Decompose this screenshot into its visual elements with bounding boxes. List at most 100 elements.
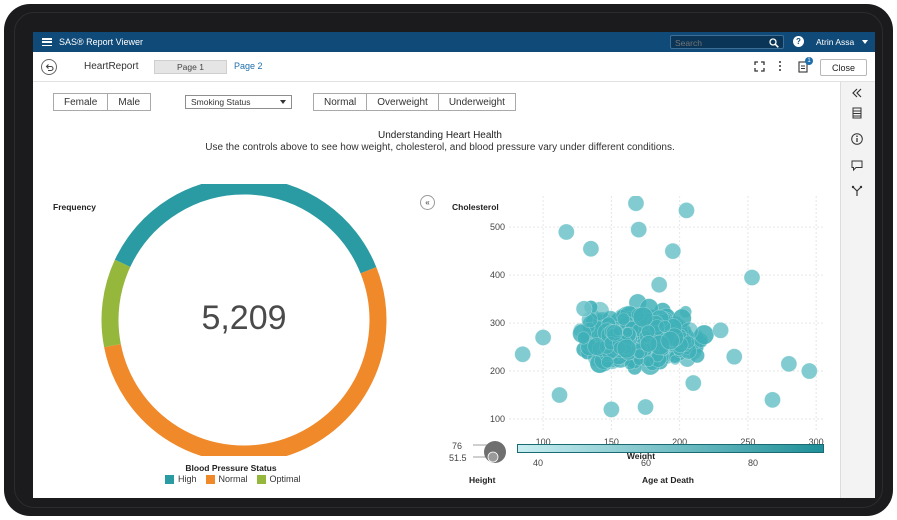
legend-label: High xyxy=(178,474,197,484)
underweight-button[interactable]: Underweight xyxy=(438,94,515,110)
legend-item-optimal[interactable]: Optimal xyxy=(256,474,301,484)
gradient-tick-80: 80 xyxy=(748,458,759,468)
back-button[interactable] xyxy=(41,59,57,75)
bubble[interactable] xyxy=(601,355,614,369)
legend-item-high[interactable]: High xyxy=(165,474,197,484)
app-title: SAS® Report Viewer xyxy=(59,37,144,47)
bubble-point[interactable] xyxy=(575,300,593,318)
bubble[interactable] xyxy=(622,327,633,338)
age-color-gradient xyxy=(517,444,824,453)
bubble-point[interactable] xyxy=(764,391,781,409)
x-tick-label: 250 xyxy=(740,437,755,447)
collapse-pane-icon[interactable] xyxy=(850,86,864,100)
notes-icon[interactable] xyxy=(798,60,809,73)
size-legend-min: 51.5 xyxy=(449,453,467,463)
bubble-point[interactable] xyxy=(743,269,761,286)
bubble[interactable] xyxy=(605,324,623,342)
filter-branch-icon[interactable] xyxy=(850,184,864,198)
overweight-button[interactable]: Overweight xyxy=(367,94,439,110)
x-tick-label: 100 xyxy=(536,437,551,447)
y-tick-label: 500 xyxy=(490,222,505,232)
y-tick-label: 200 xyxy=(490,366,505,376)
donut-chart xyxy=(101,184,387,456)
size-legend-label: Height xyxy=(469,475,496,485)
search-icon[interactable] xyxy=(769,38,779,48)
legend-label: Optimal xyxy=(269,474,301,484)
bubble-point[interactable] xyxy=(558,223,575,241)
bubble[interactable] xyxy=(642,355,655,368)
donut-legend-title: Blood Pressure Status xyxy=(185,463,277,473)
user-menu-caret-icon[interactable] xyxy=(862,40,868,44)
smoking-status-dropdown[interactable]: Smoking Status xyxy=(185,95,292,109)
bubble-point[interactable] xyxy=(637,398,654,416)
bubble-point[interactable] xyxy=(725,348,743,365)
chevron-down-icon xyxy=(280,100,286,104)
expand-icon[interactable] xyxy=(754,61,765,72)
app-bar: SAS® Report Viewer ? Atrin Assa xyxy=(33,32,875,52)
bubble-point[interactable] xyxy=(678,202,695,219)
bubble-point[interactable] xyxy=(534,329,552,346)
bubble-point[interactable] xyxy=(650,276,668,294)
bubble[interactable] xyxy=(587,337,606,356)
report-subtitle: Use the controls above to see how weight… xyxy=(205,142,675,153)
size-legend-circles xyxy=(473,441,506,463)
tab-page-2[interactable]: Page 2 xyxy=(234,61,263,71)
bubble-chart: 100 150 200 250 300 100 200 300 400 500 Weight xyxy=(490,196,824,459)
app-screen: SAS® Report Viewer ? Atrin Assa HeartRep… xyxy=(33,32,875,498)
bubble-point[interactable] xyxy=(627,196,645,212)
smoking-status-value: Smoking Status xyxy=(191,97,251,107)
donut-slice-high[interactable] xyxy=(114,184,377,274)
legend-item-normal[interactable]: Normal xyxy=(205,474,248,484)
collapse-panel-button[interactable]: « xyxy=(420,195,435,210)
donut-legend: High Normal Optimal xyxy=(165,474,301,484)
bubble-point[interactable] xyxy=(630,221,647,238)
help-icon[interactable]: ? xyxy=(793,36,804,47)
info-icon[interactable] xyxy=(850,132,864,146)
y-tick-label: 300 xyxy=(490,318,505,328)
report-name: HeartReport xyxy=(84,61,139,72)
x-tick-label: 200 xyxy=(672,437,687,447)
female-button[interactable]: Female xyxy=(54,94,109,110)
user-menu[interactable]: Atrin Assa xyxy=(816,37,855,47)
report-canvas: Female Male Smoking Status Normal Overwe… xyxy=(41,84,839,498)
legend-label: Normal xyxy=(218,474,248,484)
bubble[interactable] xyxy=(616,338,637,359)
size-legend-max: 76 xyxy=(452,441,463,451)
bubble-point[interactable] xyxy=(582,240,600,258)
bubble-point[interactable] xyxy=(514,345,531,363)
normal-button[interactable]: Normal xyxy=(314,94,368,110)
bubble[interactable] xyxy=(576,331,590,345)
y-tick-label: 400 xyxy=(490,270,505,280)
bubble[interactable] xyxy=(632,306,654,328)
donut-slice-normal[interactable] xyxy=(104,267,387,456)
comment-icon[interactable] xyxy=(850,158,864,172)
bubble-point[interactable] xyxy=(551,386,568,404)
bubble-point[interactable] xyxy=(712,321,729,339)
report-title: Understanding Heart Health xyxy=(378,130,502,141)
close-button[interactable]: Close xyxy=(820,59,867,76)
bubble-point[interactable] xyxy=(664,242,682,260)
bubble-point[interactable] xyxy=(685,374,702,392)
bubble-point[interactable] xyxy=(801,362,818,380)
bubble[interactable] xyxy=(660,330,680,351)
bubble-point[interactable] xyxy=(603,401,620,418)
donut-chart-title: Frequency xyxy=(53,202,96,212)
bubble-point[interactable] xyxy=(780,355,798,373)
data-list-icon[interactable] xyxy=(850,106,864,120)
donut-slice-optimal[interactable] xyxy=(101,259,131,348)
more-options-icon[interactable] xyxy=(779,61,783,73)
bubble[interactable] xyxy=(658,320,672,333)
search-box[interactable] xyxy=(670,35,784,49)
scatter-chart-title: Cholesterol xyxy=(452,202,499,212)
x-tick-label: 300 xyxy=(809,437,824,447)
hamburger-menu-icon[interactable] xyxy=(42,38,52,47)
search-input[interactable] xyxy=(675,37,763,48)
color-legend-label: Age at Death xyxy=(642,475,694,485)
x-axis-label: Weight xyxy=(627,451,655,459)
tab-page-1[interactable]: Page 1 xyxy=(154,60,227,74)
bubble[interactable] xyxy=(639,335,658,353)
bubble[interactable] xyxy=(669,354,681,366)
male-button[interactable]: Male xyxy=(108,94,151,110)
report-toolbar: HeartReport Page 1 Page 2 1 Close xyxy=(33,52,875,82)
bubble[interactable] xyxy=(616,312,630,326)
